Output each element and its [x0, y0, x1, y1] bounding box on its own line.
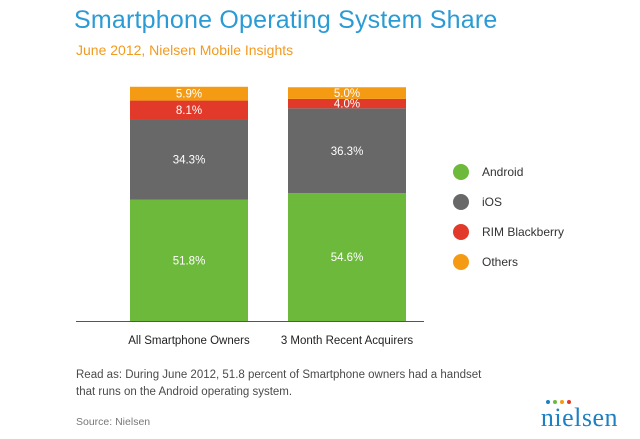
data-label-rim-blackberry: 8.1%	[176, 105, 202, 117]
data-label-ios: 34.3%	[173, 155, 206, 167]
legend-item-rim-blackberry: RIM Blackberry	[453, 222, 623, 242]
bar-segment-others	[130, 86, 248, 101]
source-text: Source: Nielsen	[76, 416, 151, 428]
data-label-rim-blackberry: 4.0%	[334, 99, 360, 111]
chart-legend: Android iOS RIM Blackberry Others	[453, 162, 623, 282]
logo-wordmark: nielsen	[540, 403, 618, 432]
read-as-note: Read as: During June 2012, 51.8 percent …	[76, 369, 482, 398]
bar-segment-others	[288, 87, 406, 99]
bar-segment-rim-blackberry	[288, 98, 406, 109]
legend-label-others: Others	[482, 255, 519, 269]
stacked-bar-chart: 51.8% 34.3% 8.1% 5.9% All Smartphone Owners 5…	[76, 86, 424, 347]
bar-segment-rim-blackberry	[130, 100, 248, 120]
legend-item-others: Others	[453, 252, 623, 272]
bar-segment-ios	[288, 108, 406, 194]
legend-swatch-ios	[453, 194, 469, 210]
chart-subtitle: June 2012, Nielsen Mobile Insights	[76, 42, 294, 58]
data-label-ios: 36.3%	[331, 146, 364, 158]
legend-swatch-rim-blackberry	[453, 224, 469, 240]
data-label-others: 5.9%	[176, 89, 202, 101]
data-label-android: 54.6%	[331, 252, 364, 264]
legend-label-rim-blackberry: RIM Blackberry	[482, 225, 565, 239]
legend-swatch-others	[453, 254, 469, 270]
legend-swatch-android	[453, 164, 469, 180]
logo-dot	[552, 400, 557, 404]
legend-item-ios: iOS	[453, 192, 623, 212]
bar-segment-android	[288, 193, 406, 321]
logo-dot	[559, 400, 564, 404]
x-axis-tick-label: All Smartphone Owners	[128, 335, 250, 347]
logo-dot	[545, 400, 550, 404]
x-axis-tick-label: 3 Month Recent Acquirers	[281, 335, 414, 347]
chart-title: Smartphone Operating System Share	[74, 6, 498, 34]
data-label-others: 5.0%	[334, 88, 360, 100]
bar-segment-android	[130, 199, 248, 321]
data-label-android: 51.8%	[173, 255, 206, 267]
bar-segment-ios	[130, 119, 248, 200]
legend-label-android: Android	[482, 165, 524, 179]
legend-item-android: Android	[453, 162, 623, 182]
logo-dot	[566, 400, 571, 404]
nielsen-logo: nielsen	[540, 400, 618, 432]
logo-dots	[545, 400, 571, 404]
legend-label-ios: iOS	[482, 195, 503, 209]
